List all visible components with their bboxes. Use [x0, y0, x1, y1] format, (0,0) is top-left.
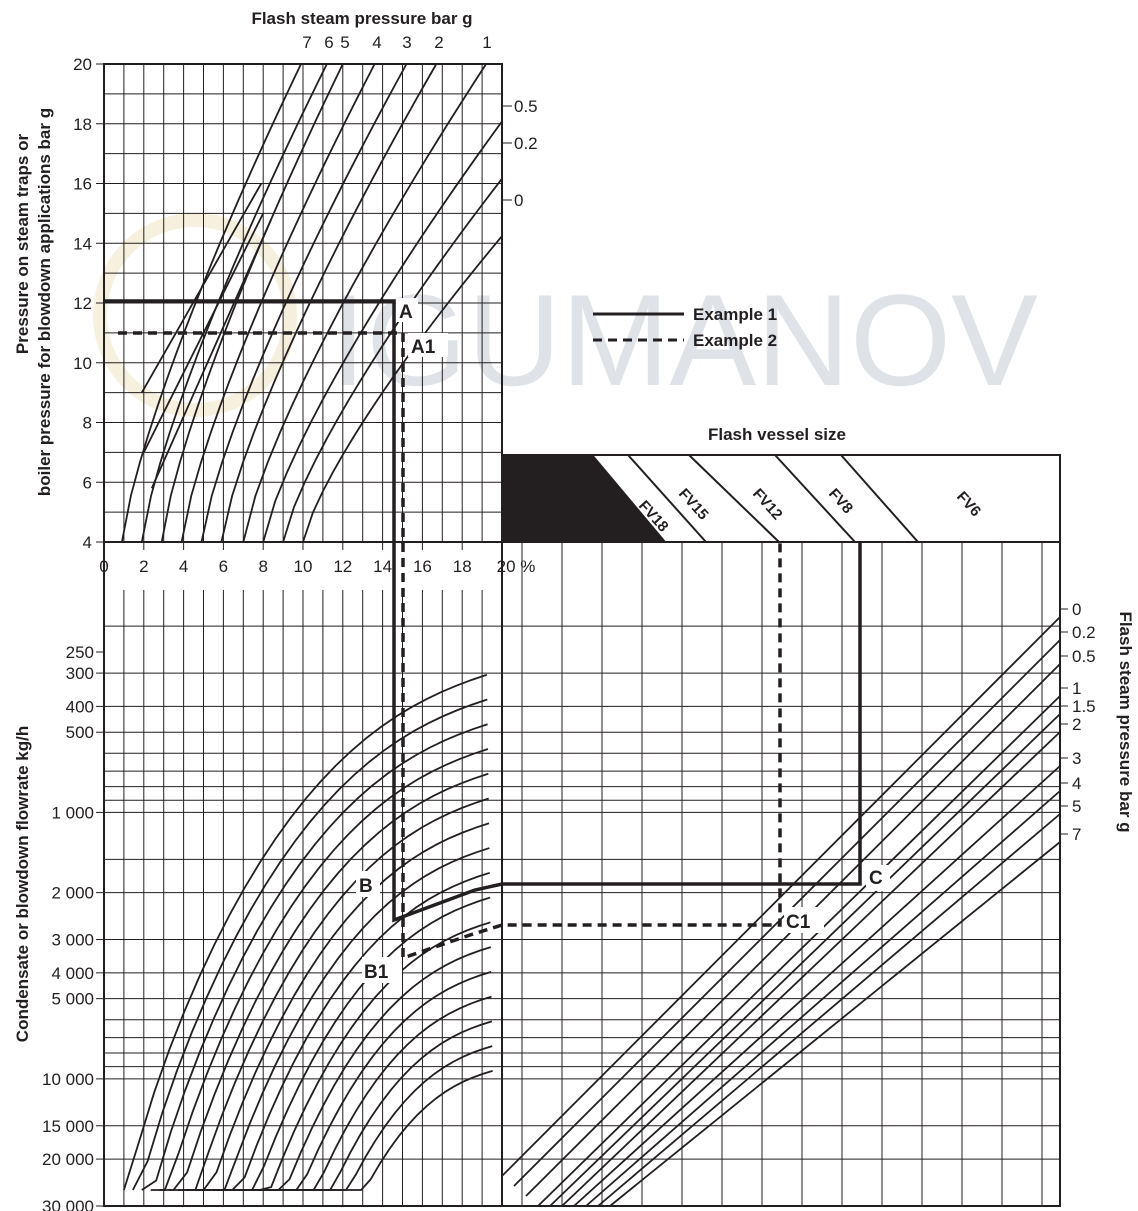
y-tick-label: 2 000	[51, 884, 94, 903]
x-tick-label: 16	[413, 557, 432, 576]
top-ylabel-line-2: boiler pressure for blowdown application…	[35, 108, 54, 496]
pressure-label: 0.2	[1072, 623, 1096, 642]
pressure-line	[610, 842, 1060, 1206]
curve-label-right: 0.2	[514, 134, 538, 153]
x-tick-label: 20 %	[497, 557, 536, 576]
curve-label-right: 0	[514, 191, 523, 210]
pressure-label: 1.5	[1072, 697, 1096, 716]
vessel-label-fv8: FV8	[825, 485, 856, 517]
point-label-a: A	[399, 302, 413, 323]
x-tick-label: 18	[453, 557, 472, 576]
y-tick-label: 5 000	[51, 990, 94, 1009]
point-label-c1: C1	[786, 912, 811, 933]
flowrate-curve	[231, 972, 491, 1190]
flowrate-curve	[160, 774, 489, 1190]
vessel-label-fv6: FV6	[953, 488, 984, 520]
point-label-a1: A1	[411, 337, 436, 358]
vessel-label-fv15: FV15	[675, 485, 712, 523]
curve-label-top: 3	[402, 33, 411, 52]
y-tick-label: 12	[73, 294, 92, 313]
pressure-line	[574, 766, 1060, 1206]
x-tick-label: 2	[139, 557, 148, 576]
bottom-ylabel: Condensate or blowdown flowrate kg/h	[13, 726, 32, 1042]
y-tick-label: 10 000	[42, 1070, 94, 1089]
curve-label-top: 4	[372, 33, 381, 52]
x-tick-label: 10	[294, 557, 313, 576]
pressure-line	[562, 732, 1060, 1206]
y-tick-label: 16	[73, 175, 92, 194]
right-ylabel: Flash steam pressure bar g	[1116, 611, 1135, 832]
x-tick-label: 14	[373, 557, 392, 576]
x-tick-label: 12	[333, 557, 352, 576]
y-tick-label: 250	[66, 643, 94, 662]
pressure-label: 3	[1072, 749, 1081, 768]
y-tick-label: 3 000	[51, 931, 94, 950]
y-tick-label: 15 000	[42, 1117, 94, 1136]
bottom-frame	[104, 542, 1060, 1206]
y-tick-label: 6	[83, 473, 92, 492]
y-tick-label: 400	[66, 697, 94, 716]
watermark-logo-icon	[100, 220, 290, 410]
top-title: Flash steam pressure bar g	[251, 9, 472, 28]
curve-label-top: 5	[340, 33, 349, 52]
y-tick-label: 20	[73, 55, 92, 74]
y-tick-label: 1 000	[51, 803, 94, 822]
y-tick-label: 300	[66, 664, 94, 683]
y-tick-label: 20 000	[42, 1150, 94, 1169]
vessel-title: Flash vessel size	[708, 425, 846, 444]
point-label-b1: B1	[364, 962, 389, 983]
curve-label-top: 6	[324, 33, 333, 52]
pressure-label: 4	[1072, 774, 1081, 793]
pressure-label: 1	[1072, 679, 1081, 698]
pressure-label: 0.5	[1072, 647, 1096, 666]
point-label-c: C	[869, 868, 883, 889]
pressure-label: 2	[1072, 715, 1081, 734]
y-tick-label: 500	[66, 723, 94, 742]
y-tick-label: 4	[83, 533, 92, 552]
flowrate-curve	[133, 699, 487, 1190]
y-tick-label: 14	[73, 234, 92, 253]
curve-label-top: 1	[482, 33, 491, 52]
y-tick-label: 10	[73, 354, 92, 373]
pressure-line	[538, 696, 1060, 1206]
point-label-b: B	[359, 876, 373, 897]
x-tick-label: 0	[99, 557, 108, 576]
x-tick-label: 6	[219, 557, 228, 576]
curve-label-right: 0.5	[514, 97, 538, 116]
pressure-label: 5	[1072, 797, 1081, 816]
flowrate-curve	[267, 1071, 492, 1190]
y-tick-label: 30 000	[42, 1197, 94, 1211]
legend-label-example-2: Example 2	[693, 331, 777, 350]
pressure-label: 0	[1072, 600, 1081, 619]
y-tick-label: 18	[73, 115, 92, 134]
flowrate-curve	[204, 898, 490, 1190]
flowrate-curve	[249, 1021, 492, 1190]
y-tick-label: 8	[83, 414, 92, 433]
curve-label-top: 2	[434, 33, 443, 52]
flowrate-curve	[222, 947, 490, 1190]
pressure-label: 7	[1072, 825, 1081, 844]
flash-curve	[152, 219, 271, 488]
legend-label-example-1: Example 1	[693, 305, 777, 324]
x-tick-label: 8	[258, 557, 267, 576]
curve-label-top: 7	[302, 33, 311, 52]
x-tick-label: 4	[179, 557, 188, 576]
top-ylabel-line-1: Pressure on steam traps or	[13, 134, 32, 355]
y-tick-label: 4 000	[51, 964, 94, 983]
pressure-line	[550, 714, 1060, 1206]
vessel-band: FV18 FV15 FV12 FV8 FV6	[502, 455, 1060, 542]
